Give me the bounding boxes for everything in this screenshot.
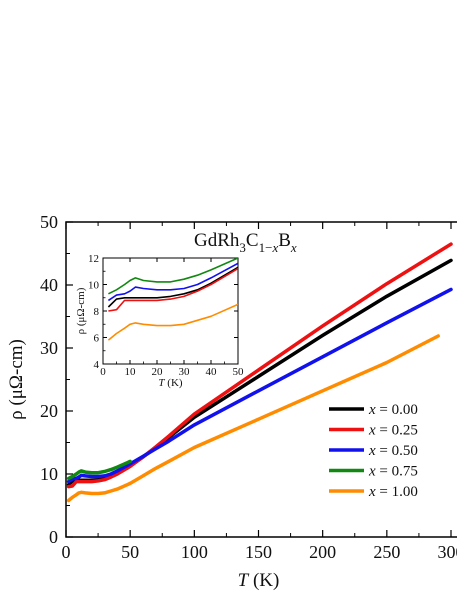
chart-title: GdRh3C1−xBx (194, 230, 297, 255)
main-series-group (66, 242, 453, 503)
x-tick-label: 50 (121, 542, 139, 562)
x-tick-label: 0 (62, 542, 71, 562)
x-tick-label: 150 (245, 542, 272, 562)
legend-label: x = 0.75 (368, 464, 418, 480)
x-tick-label: 100 (181, 542, 208, 562)
inset-x-tick-label: 20 (152, 366, 164, 378)
x-tick-label: 250 (373, 542, 400, 562)
inset-series-line (107, 303, 238, 341)
series-line (66, 287, 453, 484)
inset-x-tick-label: 30 (179, 366, 191, 378)
series-line (66, 242, 453, 489)
legend-label: x = 0.25 (368, 423, 418, 439)
inset-series-group (107, 258, 238, 341)
y-tick-label: 0 (49, 527, 58, 547)
x-tick-label: 200 (309, 542, 336, 562)
inset-x-tick-label: 50 (233, 366, 245, 378)
inset-x-axis-title: T (K) (158, 377, 182, 389)
inset-y-tick-label: 12 (88, 253, 99, 265)
inset-series-line (107, 266, 238, 308)
main-plot: 05010015020025030001020304050T (K)ρ (μΩ-… (6, 212, 457, 591)
inset-series-line (108, 258, 238, 295)
series-line (66, 459, 132, 481)
inset-plot: 0 10 20 30 40 50 4 6 8 10 12 T (K) ρ (μΩ-cm) (75, 253, 244, 389)
inset-series-line (108, 267, 238, 312)
inset-y-tick-label: 10 (88, 280, 100, 292)
inset-y-tick-label: 8 (94, 306, 100, 318)
inset-x-tick-label: 10 (125, 366, 137, 378)
inset-y-tick-label: 6 (94, 333, 100, 345)
y-tick-label: 30 (40, 338, 58, 358)
y-tick-label: 10 (40, 464, 58, 484)
legend: x = 0.00 x = 0.25 x = 0.50 x = 0.75 x = 1.00 (329, 402, 418, 500)
series-line (66, 334, 440, 503)
x-axis-title: T (K) (238, 570, 280, 591)
inset-x-tick-label: 0 (100, 366, 106, 378)
y-axis-title: ρ (μΩ-cm) (6, 339, 27, 420)
y-tick-label: 40 (40, 275, 58, 295)
inset-series-line (107, 262, 238, 302)
legend-label: x = 0.00 (368, 402, 418, 418)
y-tick-label: 20 (40, 401, 58, 421)
y-tick-label: 50 (40, 212, 58, 232)
legend-label: x = 0.50 (368, 443, 418, 459)
x-tick-label: 300 (438, 542, 457, 562)
inset-x-tick-label: 40 (206, 366, 218, 378)
inset-y-tick-label: 4 (94, 359, 100, 371)
inset-y-axis-title: ρ (μΩ-cm) (75, 287, 87, 334)
legend-label: x = 1.00 (368, 484, 418, 500)
